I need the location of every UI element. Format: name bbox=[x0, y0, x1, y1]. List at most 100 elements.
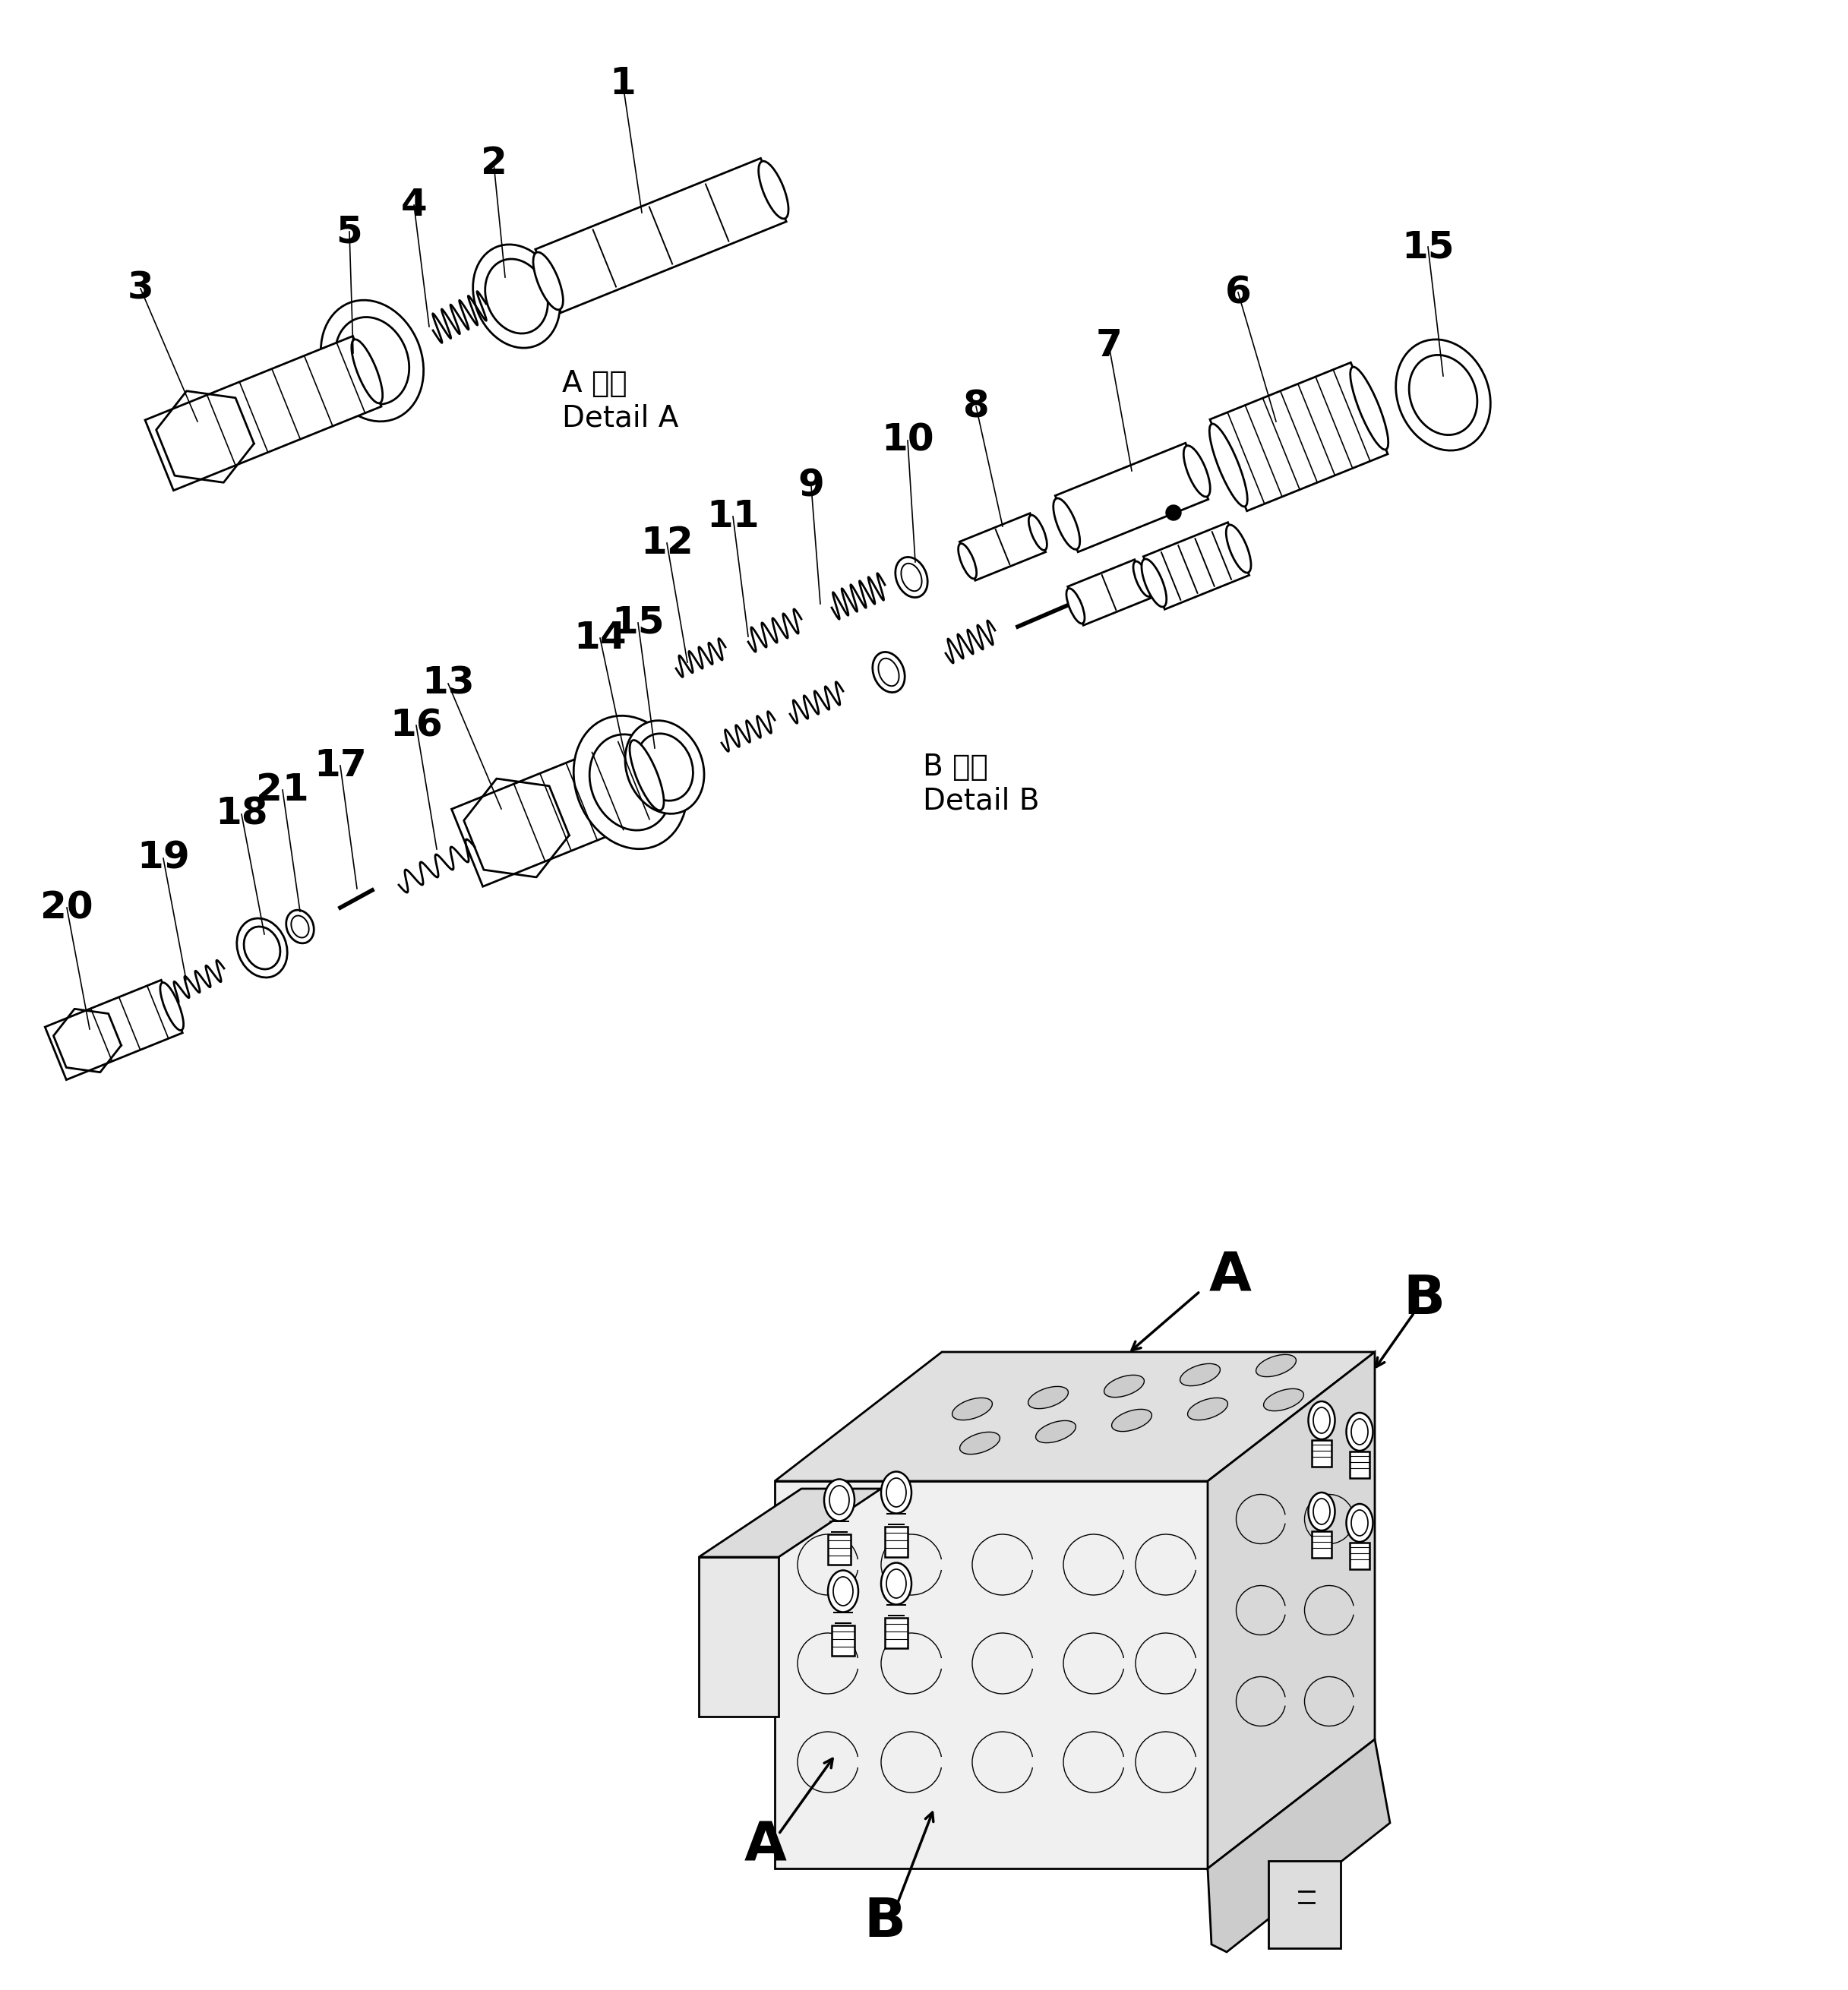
Text: 13: 13 bbox=[421, 665, 475, 702]
Ellipse shape bbox=[625, 720, 704, 814]
Ellipse shape bbox=[534, 253, 564, 310]
Ellipse shape bbox=[1257, 1355, 1295, 1377]
Ellipse shape bbox=[833, 1576, 854, 1606]
Text: B: B bbox=[1403, 1274, 1445, 1325]
Ellipse shape bbox=[1308, 1492, 1334, 1530]
Text: 17: 17 bbox=[314, 748, 366, 784]
Ellipse shape bbox=[1053, 498, 1079, 549]
FancyBboxPatch shape bbox=[1268, 1861, 1340, 1948]
Ellipse shape bbox=[1029, 515, 1048, 549]
Ellipse shape bbox=[1308, 1401, 1334, 1439]
Ellipse shape bbox=[1264, 1389, 1303, 1411]
FancyBboxPatch shape bbox=[1312, 1530, 1332, 1558]
Ellipse shape bbox=[830, 1487, 850, 1514]
Text: 15: 15 bbox=[612, 605, 665, 641]
Text: 11: 11 bbox=[706, 498, 760, 535]
Ellipse shape bbox=[887, 1479, 906, 1506]
Text: 9: 9 bbox=[798, 468, 824, 503]
Ellipse shape bbox=[1347, 1413, 1373, 1451]
Polygon shape bbox=[451, 736, 662, 888]
FancyBboxPatch shape bbox=[885, 1526, 907, 1556]
Polygon shape bbox=[1055, 444, 1209, 551]
Ellipse shape bbox=[322, 300, 423, 422]
Ellipse shape bbox=[1112, 1409, 1151, 1431]
Ellipse shape bbox=[887, 1570, 906, 1598]
Ellipse shape bbox=[630, 740, 663, 810]
Ellipse shape bbox=[351, 340, 383, 404]
Polygon shape bbox=[536, 159, 785, 312]
Polygon shape bbox=[959, 513, 1046, 581]
Ellipse shape bbox=[881, 1562, 911, 1604]
Ellipse shape bbox=[1142, 559, 1166, 607]
Text: 5: 5 bbox=[336, 213, 362, 251]
Polygon shape bbox=[699, 1489, 881, 1556]
Ellipse shape bbox=[1351, 1419, 1368, 1445]
Text: 15: 15 bbox=[1401, 229, 1454, 265]
Polygon shape bbox=[1144, 523, 1249, 609]
FancyBboxPatch shape bbox=[828, 1534, 850, 1564]
Text: A: A bbox=[1209, 1250, 1251, 1301]
Ellipse shape bbox=[881, 1473, 911, 1512]
Polygon shape bbox=[1068, 559, 1149, 625]
Text: 1: 1 bbox=[610, 66, 636, 101]
Text: 19: 19 bbox=[137, 840, 190, 876]
Text: 4: 4 bbox=[401, 187, 427, 223]
Ellipse shape bbox=[1351, 366, 1388, 450]
Text: 20: 20 bbox=[41, 890, 92, 925]
Polygon shape bbox=[774, 1481, 1209, 1869]
Text: 14: 14 bbox=[573, 619, 626, 657]
Ellipse shape bbox=[872, 653, 906, 693]
Text: 8: 8 bbox=[963, 388, 989, 424]
Ellipse shape bbox=[286, 909, 314, 943]
Ellipse shape bbox=[952, 1397, 992, 1421]
Ellipse shape bbox=[1408, 354, 1477, 436]
Ellipse shape bbox=[824, 1479, 854, 1520]
Ellipse shape bbox=[828, 1570, 857, 1612]
Ellipse shape bbox=[1347, 1504, 1373, 1542]
Text: 6: 6 bbox=[1225, 275, 1251, 310]
Text: A: A bbox=[745, 1819, 787, 1873]
Text: A 詳細: A 詳細 bbox=[562, 368, 626, 398]
Ellipse shape bbox=[959, 543, 976, 579]
Ellipse shape bbox=[1183, 446, 1210, 498]
Text: 3: 3 bbox=[128, 271, 153, 306]
Text: 10: 10 bbox=[881, 422, 933, 460]
Polygon shape bbox=[774, 1351, 1375, 1481]
Ellipse shape bbox=[1066, 589, 1085, 623]
Ellipse shape bbox=[1181, 1363, 1220, 1385]
Ellipse shape bbox=[334, 316, 408, 404]
Circle shape bbox=[1166, 505, 1181, 519]
Ellipse shape bbox=[894, 557, 928, 597]
Ellipse shape bbox=[590, 734, 671, 830]
Ellipse shape bbox=[1314, 1498, 1331, 1524]
Ellipse shape bbox=[244, 927, 281, 969]
Polygon shape bbox=[1209, 1351, 1375, 1869]
Ellipse shape bbox=[1027, 1387, 1068, 1409]
Polygon shape bbox=[146, 336, 381, 490]
FancyBboxPatch shape bbox=[1312, 1441, 1332, 1467]
Text: Detail A: Detail A bbox=[562, 404, 678, 432]
Ellipse shape bbox=[1314, 1407, 1331, 1433]
Ellipse shape bbox=[1133, 561, 1151, 597]
Ellipse shape bbox=[473, 245, 560, 348]
Ellipse shape bbox=[902, 563, 922, 591]
Ellipse shape bbox=[1035, 1421, 1076, 1443]
Ellipse shape bbox=[292, 915, 309, 937]
Ellipse shape bbox=[1103, 1375, 1144, 1397]
Ellipse shape bbox=[161, 983, 183, 1031]
Polygon shape bbox=[1210, 362, 1388, 511]
Ellipse shape bbox=[959, 1433, 1000, 1455]
Ellipse shape bbox=[878, 659, 898, 687]
Text: Detail B: Detail B bbox=[922, 786, 1039, 816]
FancyBboxPatch shape bbox=[832, 1626, 854, 1656]
FancyBboxPatch shape bbox=[885, 1618, 907, 1648]
Text: 12: 12 bbox=[641, 525, 693, 561]
Text: 7: 7 bbox=[1096, 328, 1122, 364]
Polygon shape bbox=[1209, 1739, 1390, 1952]
Ellipse shape bbox=[573, 716, 687, 850]
Text: B: B bbox=[865, 1894, 906, 1948]
Ellipse shape bbox=[1188, 1397, 1227, 1421]
Ellipse shape bbox=[237, 917, 286, 977]
Ellipse shape bbox=[1225, 525, 1251, 573]
Ellipse shape bbox=[486, 259, 547, 334]
